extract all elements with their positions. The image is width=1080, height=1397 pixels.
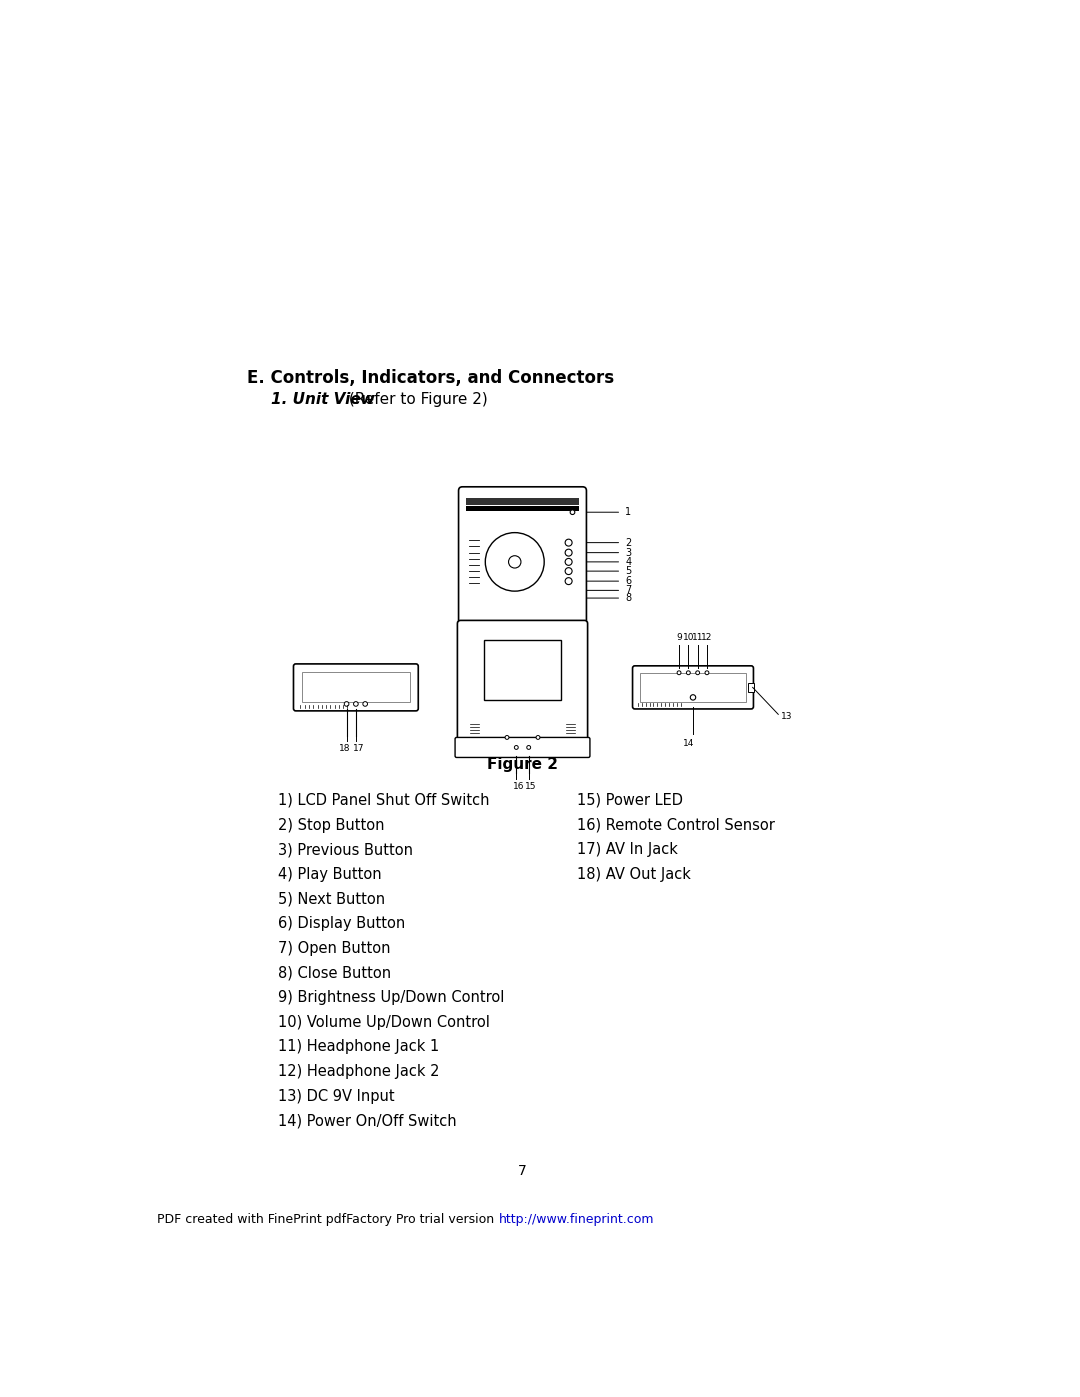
Circle shape	[565, 539, 572, 546]
Text: 13: 13	[781, 712, 792, 721]
Text: http://www.fineprint.com: http://www.fineprint.com	[499, 1214, 654, 1227]
FancyBboxPatch shape	[459, 486, 586, 637]
Bar	[302, 672, 409, 703]
Text: 1. Unit View: 1. Unit View	[271, 393, 375, 408]
Circle shape	[565, 567, 572, 574]
Text: 1) LCD Panel Shut Off Switch: 1) LCD Panel Shut Off Switch	[279, 793, 490, 807]
Text: 8) Close Button: 8) Close Button	[279, 965, 391, 981]
Text: 17) AV In Jack: 17) AV In Jack	[577, 842, 677, 858]
Text: 3) Previous Button: 3) Previous Button	[279, 842, 414, 858]
Text: 4) Play Button: 4) Play Button	[279, 866, 382, 882]
Circle shape	[687, 671, 690, 675]
Text: 5) Next Button: 5) Next Button	[279, 891, 386, 907]
Circle shape	[696, 671, 700, 675]
Text: 1: 1	[625, 507, 632, 517]
Text: 3: 3	[625, 548, 632, 557]
Text: (Refer to Figure 2): (Refer to Figure 2)	[345, 393, 488, 408]
Text: E. Controls, Indicators, and Connectors: E. Controls, Indicators, and Connectors	[247, 369, 615, 387]
Circle shape	[527, 746, 530, 749]
Circle shape	[690, 694, 696, 700]
Circle shape	[565, 559, 572, 566]
Circle shape	[505, 735, 509, 739]
Text: 14: 14	[684, 739, 694, 747]
Bar	[748, 683, 754, 692]
Circle shape	[570, 510, 575, 514]
Bar	[467, 499, 579, 504]
Text: 9) Brightness Up/Down Control: 9) Brightness Up/Down Control	[279, 990, 504, 1004]
Text: 16) Remote Control Sensor: 16) Remote Control Sensor	[577, 817, 774, 833]
Text: 7) Open Button: 7) Open Button	[279, 940, 391, 956]
Circle shape	[514, 746, 518, 749]
Text: 4: 4	[625, 557, 632, 567]
Text: 11: 11	[692, 633, 703, 643]
Text: 11) Headphone Jack 1: 11) Headphone Jack 1	[279, 1039, 440, 1055]
Text: Figure 2: Figure 2	[487, 757, 558, 771]
Text: 12: 12	[701, 633, 713, 643]
FancyBboxPatch shape	[294, 664, 418, 711]
Text: 6: 6	[625, 576, 632, 587]
Bar	[639, 673, 746, 703]
Text: 15) Power LED: 15) Power LED	[577, 793, 683, 807]
Text: 2) Stop Button: 2) Stop Button	[279, 817, 384, 833]
Text: 13) DC 9V Input: 13) DC 9V Input	[279, 1088, 395, 1104]
Text: 17: 17	[353, 745, 365, 753]
Text: 16: 16	[513, 782, 525, 791]
Circle shape	[565, 549, 572, 556]
Text: 10: 10	[683, 633, 694, 643]
Circle shape	[677, 671, 681, 675]
Text: 2: 2	[625, 538, 632, 548]
Text: 12) Headphone Jack 2: 12) Headphone Jack 2	[279, 1065, 440, 1078]
Text: 7: 7	[625, 585, 632, 595]
FancyBboxPatch shape	[458, 620, 588, 742]
Text: 9: 9	[676, 633, 681, 643]
Circle shape	[536, 735, 540, 739]
Text: PDF created with FinePrint pdfFactory Pro trial version: PDF created with FinePrint pdfFactory Pr…	[157, 1214, 498, 1227]
Circle shape	[565, 578, 572, 584]
Circle shape	[353, 701, 359, 707]
Text: 18: 18	[339, 745, 351, 753]
Circle shape	[345, 701, 349, 707]
Bar	[484, 640, 561, 700]
Text: 10) Volume Up/Down Control: 10) Volume Up/Down Control	[279, 1014, 490, 1030]
FancyBboxPatch shape	[455, 738, 590, 757]
Text: 7: 7	[518, 1164, 527, 1178]
Text: 14) Power On/Off Switch: 14) Power On/Off Switch	[279, 1113, 457, 1129]
Text: 8: 8	[625, 594, 632, 604]
Text: 18) AV Out Jack: 18) AV Out Jack	[577, 866, 690, 882]
Text: 6) Display Button: 6) Display Button	[279, 916, 406, 930]
Text: 5: 5	[625, 566, 632, 576]
Circle shape	[509, 556, 521, 569]
Circle shape	[705, 671, 708, 675]
Text: 15: 15	[525, 782, 536, 791]
Circle shape	[363, 701, 367, 707]
Circle shape	[485, 532, 544, 591]
Bar	[467, 506, 579, 511]
FancyBboxPatch shape	[633, 666, 754, 708]
